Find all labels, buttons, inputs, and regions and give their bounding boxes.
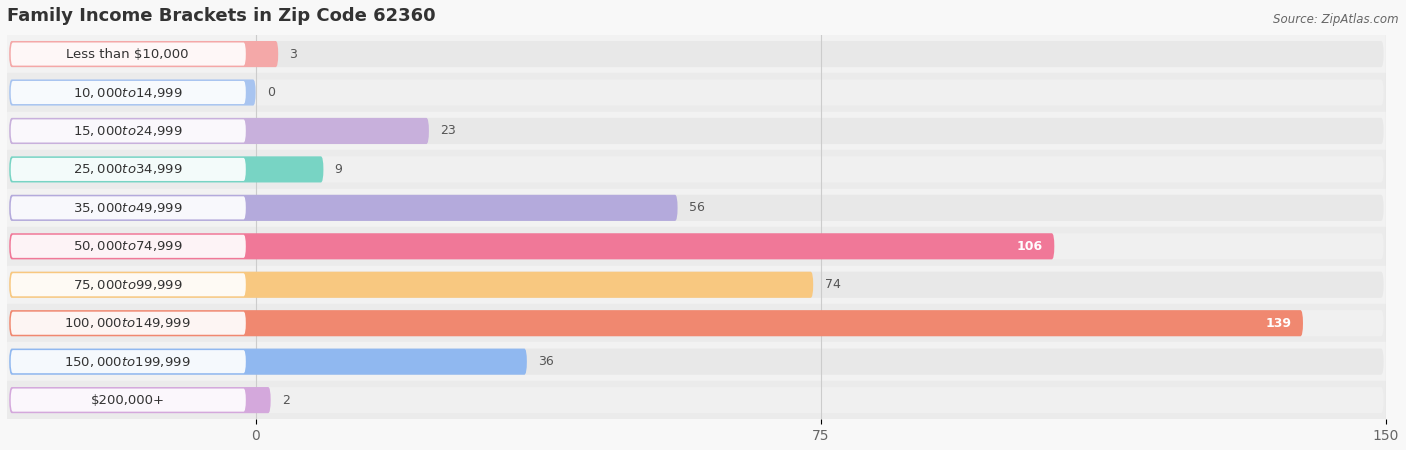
Bar bbox=[7, 35, 1386, 73]
FancyBboxPatch shape bbox=[10, 349, 527, 375]
Bar bbox=[7, 304, 1386, 342]
Text: $50,000 to $74,999: $50,000 to $74,999 bbox=[73, 239, 183, 253]
Bar bbox=[7, 227, 1386, 266]
FancyBboxPatch shape bbox=[11, 388, 246, 412]
Text: 2: 2 bbox=[283, 394, 290, 407]
FancyBboxPatch shape bbox=[11, 196, 246, 220]
Text: 56: 56 bbox=[689, 201, 704, 214]
FancyBboxPatch shape bbox=[10, 80, 1384, 106]
Text: 23: 23 bbox=[440, 125, 456, 137]
FancyBboxPatch shape bbox=[10, 80, 256, 106]
FancyBboxPatch shape bbox=[11, 273, 246, 296]
Bar bbox=[7, 342, 1386, 381]
Text: $75,000 to $99,999: $75,000 to $99,999 bbox=[73, 278, 183, 292]
FancyBboxPatch shape bbox=[10, 118, 1384, 144]
FancyBboxPatch shape bbox=[10, 349, 1384, 375]
Text: $150,000 to $199,999: $150,000 to $199,999 bbox=[65, 355, 191, 369]
Text: 139: 139 bbox=[1265, 317, 1292, 330]
Text: $10,000 to $14,999: $10,000 to $14,999 bbox=[73, 86, 183, 99]
Text: $35,000 to $49,999: $35,000 to $49,999 bbox=[73, 201, 183, 215]
FancyBboxPatch shape bbox=[10, 272, 813, 298]
FancyBboxPatch shape bbox=[10, 387, 271, 413]
FancyBboxPatch shape bbox=[10, 41, 1384, 67]
FancyBboxPatch shape bbox=[11, 235, 246, 258]
Bar bbox=[7, 112, 1386, 150]
Bar bbox=[7, 189, 1386, 227]
Bar bbox=[7, 150, 1386, 189]
Text: 0: 0 bbox=[267, 86, 276, 99]
Text: 3: 3 bbox=[290, 48, 298, 61]
Text: 106: 106 bbox=[1017, 240, 1043, 253]
FancyBboxPatch shape bbox=[10, 310, 1384, 336]
FancyBboxPatch shape bbox=[10, 156, 1384, 183]
FancyBboxPatch shape bbox=[11, 119, 246, 143]
FancyBboxPatch shape bbox=[10, 41, 278, 67]
Text: $200,000+: $200,000+ bbox=[90, 394, 165, 407]
FancyBboxPatch shape bbox=[11, 158, 246, 181]
FancyBboxPatch shape bbox=[10, 233, 1384, 259]
Text: Less than $10,000: Less than $10,000 bbox=[66, 48, 188, 61]
FancyBboxPatch shape bbox=[10, 310, 1303, 336]
Text: 9: 9 bbox=[335, 163, 343, 176]
Text: Source: ZipAtlas.com: Source: ZipAtlas.com bbox=[1274, 14, 1399, 27]
Text: 74: 74 bbox=[824, 278, 841, 291]
Bar bbox=[7, 73, 1386, 112]
FancyBboxPatch shape bbox=[10, 272, 1384, 298]
Text: $25,000 to $34,999: $25,000 to $34,999 bbox=[73, 162, 183, 176]
Text: 36: 36 bbox=[538, 355, 554, 368]
FancyBboxPatch shape bbox=[10, 195, 1384, 221]
FancyBboxPatch shape bbox=[10, 233, 1054, 259]
Text: $15,000 to $24,999: $15,000 to $24,999 bbox=[73, 124, 183, 138]
Text: $100,000 to $149,999: $100,000 to $149,999 bbox=[65, 316, 191, 330]
FancyBboxPatch shape bbox=[10, 387, 1384, 413]
Bar bbox=[7, 266, 1386, 304]
Text: Family Income Brackets in Zip Code 62360: Family Income Brackets in Zip Code 62360 bbox=[7, 7, 436, 25]
Bar bbox=[7, 381, 1386, 419]
FancyBboxPatch shape bbox=[10, 156, 323, 183]
FancyBboxPatch shape bbox=[10, 195, 678, 221]
FancyBboxPatch shape bbox=[11, 312, 246, 335]
FancyBboxPatch shape bbox=[11, 81, 246, 104]
FancyBboxPatch shape bbox=[11, 350, 246, 373]
FancyBboxPatch shape bbox=[11, 42, 246, 66]
FancyBboxPatch shape bbox=[10, 118, 429, 144]
